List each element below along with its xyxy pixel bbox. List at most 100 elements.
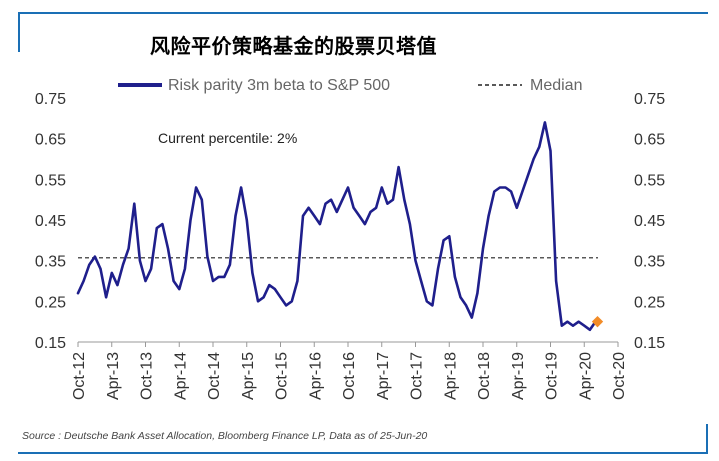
data-point (560, 324, 563, 327)
data-point (431, 304, 434, 307)
data-point (116, 284, 119, 286)
data-point (268, 284, 271, 286)
data-point (178, 288, 181, 290)
data-point (589, 329, 591, 331)
data-point (167, 247, 169, 250)
data-point (425, 300, 428, 303)
frame-bottom-border (18, 452, 708, 454)
frame-right-border (706, 424, 708, 454)
source-note: Source : Deutsche Bank Asset Allocation,… (22, 430, 428, 442)
plot-area (76, 121, 604, 332)
data-point (150, 268, 152, 270)
data-point (212, 280, 214, 282)
data-point (409, 223, 411, 225)
data-point (105, 296, 107, 299)
data-point (77, 292, 79, 295)
data-point (234, 215, 237, 217)
data-point (99, 268, 102, 270)
data-point (555, 280, 557, 282)
data-point (127, 247, 130, 250)
x-tick-label: Apr-14 (172, 352, 189, 400)
data-point (386, 202, 389, 205)
data-point (375, 207, 377, 209)
frame-left-border (18, 12, 20, 52)
y-tick-label-left: 0.35 (35, 254, 66, 271)
y-tick-label-right: 0.45 (634, 213, 665, 230)
data-point (122, 263, 124, 266)
y-tick-label-right: 0.75 (634, 91, 665, 108)
data-point (279, 296, 282, 299)
x-tick-label: Apr-16 (307, 352, 324, 400)
data-point (341, 198, 344, 201)
x-tick-label: Oct-20 (611, 352, 628, 400)
data-point (397, 166, 400, 168)
data-point (521, 190, 524, 193)
data-point (133, 202, 136, 205)
x-tick-label: Oct-13 (139, 352, 156, 400)
legend: Risk parity 3m beta to S&P 500 Median (118, 77, 582, 94)
series-line-risk-parity-beta (76, 121, 597, 332)
data-point (347, 186, 349, 189)
data-point (88, 263, 91, 266)
data-point (240, 186, 242, 189)
x-tick-label: Oct-16 (341, 352, 358, 400)
data-point (139, 259, 141, 262)
y-tick-label-left: 0.15 (35, 335, 66, 352)
data-point (290, 300, 293, 303)
chart-title: 风险平价策略基金的股票贝塔值 (150, 34, 437, 58)
y-tick-label-right: 0.15 (634, 335, 665, 352)
data-point (487, 215, 490, 217)
x-tick-label: Apr-20 (577, 352, 594, 400)
data-point (262, 296, 265, 299)
data-point (392, 198, 394, 201)
y-tick-label-right: 0.55 (634, 172, 665, 189)
data-point (420, 280, 422, 282)
data-point (364, 223, 366, 225)
data-point (549, 150, 552, 152)
data-point (470, 316, 473, 319)
y-tick-label-right: 0.65 (634, 132, 665, 149)
data-point (296, 280, 299, 282)
x-tick-label: Oct-17 (409, 352, 426, 400)
data-point (358, 215, 361, 217)
x-tick-label: Oct-19 (544, 352, 561, 400)
data-point (206, 255, 209, 258)
data-point (499, 186, 501, 189)
x-tick-label: Apr-17 (375, 352, 392, 400)
data-point (155, 227, 158, 229)
y-tick-label-left: 0.75 (35, 91, 66, 108)
y-tick-label-right: 0.25 (634, 294, 665, 311)
frame-top-border (18, 12, 708, 14)
data-point (577, 320, 580, 323)
data-point (195, 186, 197, 189)
data-point (493, 190, 496, 193)
data-point (544, 121, 546, 124)
data-point (510, 190, 512, 193)
data-point (448, 235, 451, 238)
data-point (319, 223, 321, 225)
legend-series-label: Risk parity 3m beta to S&P 500 (168, 77, 390, 94)
y-tick-label-left: 0.65 (35, 132, 66, 149)
data-point (352, 207, 355, 209)
x-tick-label: Oct-18 (476, 352, 493, 400)
x-tick-label: Oct-12 (71, 352, 88, 400)
data-point (538, 146, 541, 148)
data-point (144, 280, 147, 282)
data-point (442, 239, 445, 242)
data-point (330, 198, 332, 201)
data-point (504, 186, 507, 189)
data-point (566, 320, 569, 323)
data-point (459, 296, 462, 299)
data-point (200, 198, 203, 201)
x-tick-label: Oct-14 (206, 352, 223, 400)
data-point (583, 324, 586, 327)
data-point (532, 158, 535, 160)
x-tick-label: Apr-18 (442, 352, 459, 400)
x-tick-label: Apr-15 (240, 352, 257, 400)
data-point (257, 300, 259, 303)
data-point (465, 304, 467, 307)
data-point (515, 207, 518, 209)
data-point (335, 211, 338, 213)
data-point (94, 255, 96, 258)
